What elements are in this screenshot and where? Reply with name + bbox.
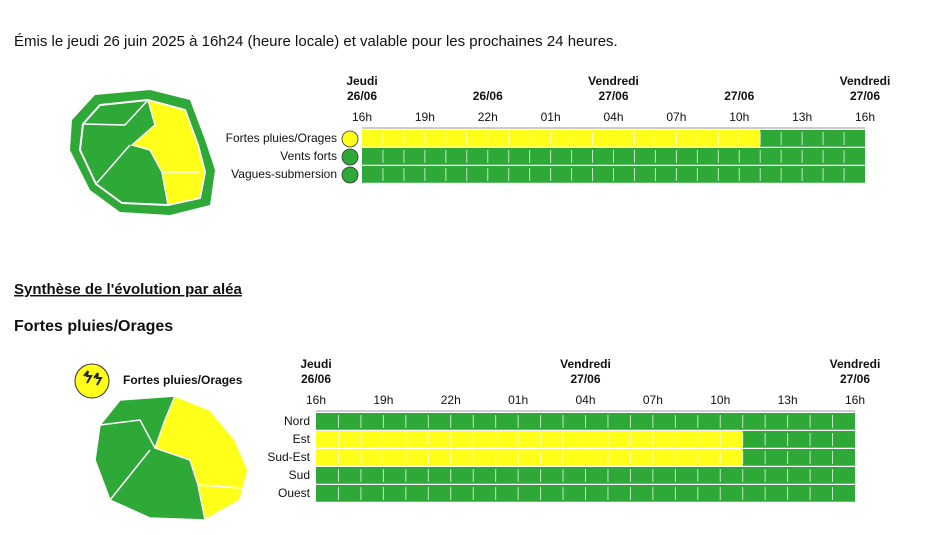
day-label: Vendredi [560,357,611,371]
row-icon [341,130,359,148]
date-label: 26/06 [301,372,331,386]
hour-label: 13h [792,110,812,124]
segment [742,431,855,448]
day-label: Jeudi [346,74,377,88]
row-label: Sud [289,468,310,482]
segment [316,431,743,448]
hour-label: 10h [729,110,749,124]
date-label: 26/06 [347,89,377,103]
segment [760,130,865,147]
date-label: 27/06 [724,89,754,103]
issue-text: Émis le jeudi 26 juin 2025 à 16h24 (heur… [14,33,618,50]
hour-label: 07h [643,393,663,407]
hour-label: 13h [778,393,798,407]
hour-label: 19h [373,393,393,407]
day-label: Vendredi [588,74,639,88]
hour-label: 22h [478,110,498,124]
row-label: Nord [284,414,310,428]
hour-label: 01h [541,110,561,124]
segment [742,449,855,466]
hour-label: 04h [575,393,595,407]
hour-label: 04h [603,110,623,124]
day-label: Jeudi [300,357,331,371]
date-label: 27/06 [598,89,628,103]
map [94,395,249,522]
row-icon [341,166,359,184]
section-title: Synthèse de l'évolution par aléa [14,281,242,298]
date-label: 27/06 [850,89,880,103]
row-label: Fortes pluies/Orages [226,131,337,145]
hour-label: 22h [441,393,461,407]
hazard-title: Fortes pluies/Orages [14,318,173,335]
hour-label: 19h [415,110,435,124]
day-label: Vendredi [840,74,891,88]
row-label: Sud-Est [267,450,310,464]
row-label: Est [293,432,311,446]
hour-label: 16h [352,110,372,124]
date-label: 27/06 [570,372,600,386]
hour-label: 16h [855,110,875,124]
hazard-legend: Fortes pluies/Orages [123,373,243,387]
date-label: 26/06 [473,89,503,103]
hour-label: 16h [845,393,865,407]
hazard-icon [74,363,110,399]
hour-label: 01h [508,393,528,407]
row-label: Ouest [278,486,311,500]
row-label: Vents forts [280,149,337,163]
map [70,90,215,215]
hour-label: 10h [710,393,730,407]
date-label: 27/06 [840,372,870,386]
row-icon [341,148,359,166]
hour-label: 16h [306,393,326,407]
segment [316,449,743,466]
hour-label: 07h [666,110,686,124]
segment [362,130,761,147]
row-label: Vagues-submersion [231,167,337,181]
day-label: Vendredi [830,357,881,371]
